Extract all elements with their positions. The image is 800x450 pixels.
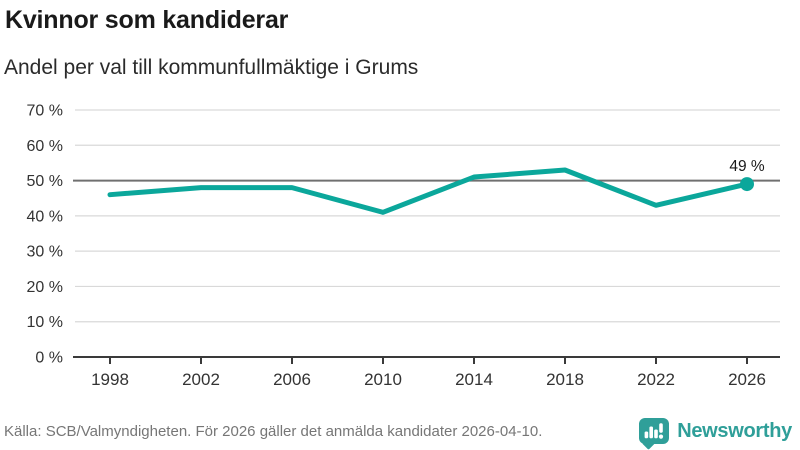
x-tick-label: 1998 xyxy=(91,370,129,389)
source-note: Källa: SCB/Valmyndigheten. För 2026 gäll… xyxy=(4,422,543,440)
x-tick-label: 2006 xyxy=(273,370,311,389)
x-tick-label: 2018 xyxy=(546,370,584,389)
line-chart: 0 % 10 % 20 % 30 % 40 % 50 % 60 % 70 % 1998 2002 2… xyxy=(27,103,780,389)
data-point-last xyxy=(740,177,754,192)
y-tick-label: 50 % xyxy=(27,173,63,190)
y-tick-label: 20 % xyxy=(27,279,63,296)
x-tick-label: 2026 xyxy=(728,370,766,389)
x-tick-label: 2022 xyxy=(637,370,675,389)
y-tick-label: 10 % xyxy=(27,314,63,331)
y-tick-label: 60 % xyxy=(27,138,63,155)
newsworthy-logo: Newsworthy xyxy=(639,418,792,444)
x-tick-label: 2002 xyxy=(182,370,220,389)
x-tick-label: 2010 xyxy=(364,370,402,389)
newsworthy-bubble-chart-icon xyxy=(639,418,670,444)
page-subtitle: Andel per val till kommunfullmäktige i G… xyxy=(4,56,419,79)
footer: Källa: SCB/Valmyndigheten. För 2026 gäll… xyxy=(4,414,792,448)
y-tick-label: 0 % xyxy=(35,350,63,367)
y-tick-label: 70 % xyxy=(27,103,63,120)
bar-chart-glyph xyxy=(644,423,664,439)
newsworthy-wordmark: Newsworthy xyxy=(677,419,792,442)
y-tick-label: 30 % xyxy=(27,244,63,261)
page-title: Kvinnor som kandiderar xyxy=(5,6,289,34)
end-point-label: 49 % xyxy=(729,158,765,175)
data-line xyxy=(107,167,750,215)
y-tick-label: 40 % xyxy=(27,208,63,225)
x-tick-label: 2014 xyxy=(455,370,493,389)
